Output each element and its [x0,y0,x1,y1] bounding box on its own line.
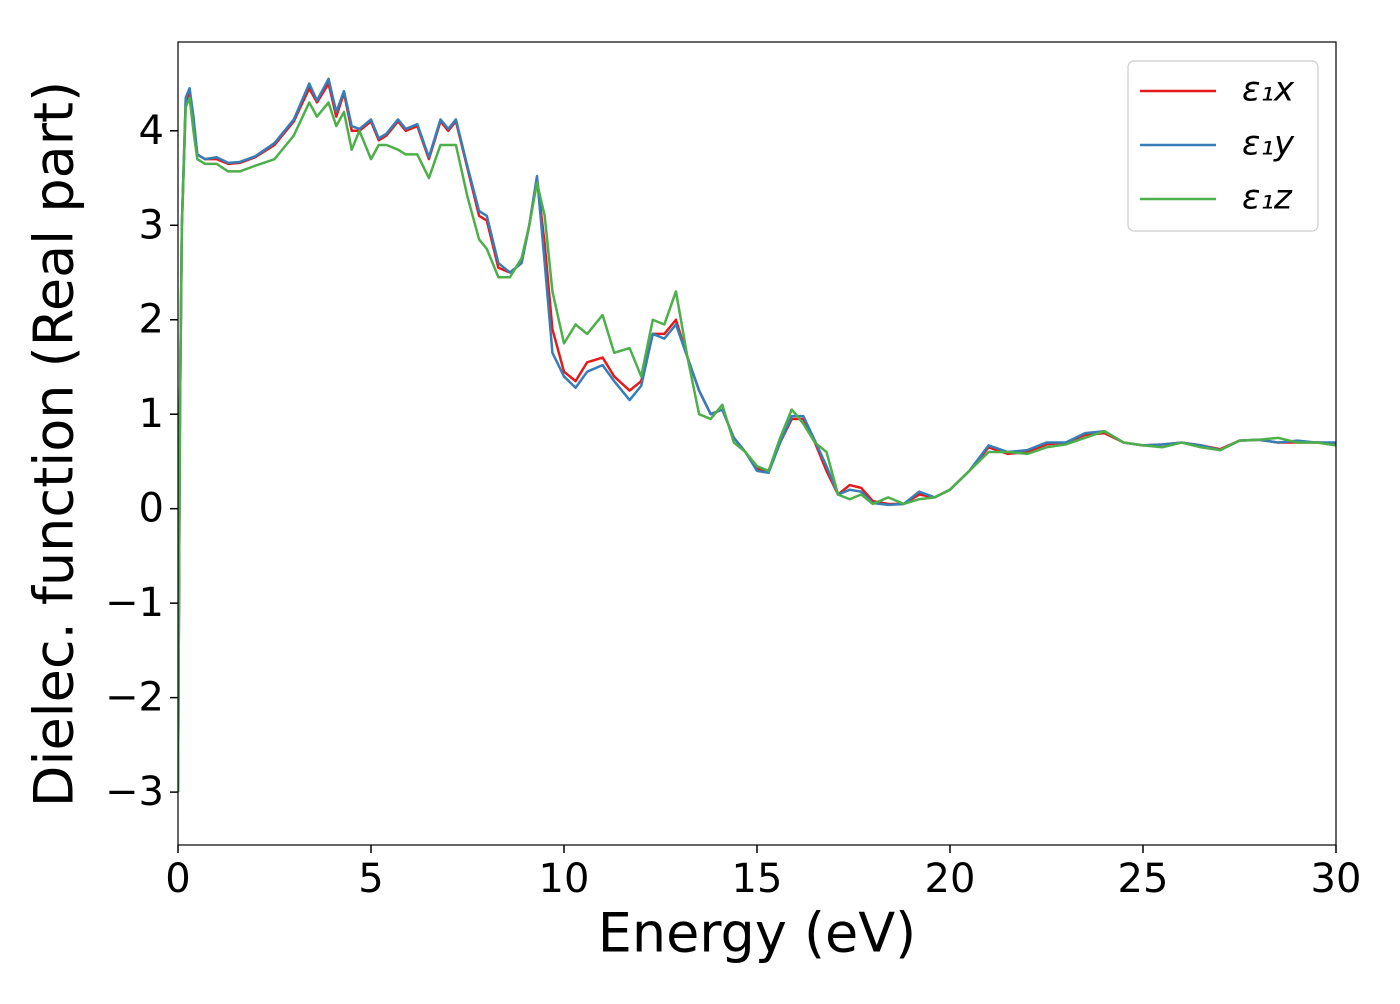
y-tick-label: −3 [105,769,164,815]
y-tick-label: 3 [139,202,164,248]
legend-label: ε₁z [1242,178,1293,218]
plot-area [178,77,1336,793]
legend-label: ε₁y [1242,124,1295,164]
x-tick-label: 0 [165,856,190,902]
data-line [178,82,1336,793]
legend-label: ε₁x [1242,70,1295,110]
y-tick-label: 4 [139,108,164,154]
legend-box [1127,60,1319,232]
data-line [178,77,1336,793]
x-tick-label: 30 [1311,856,1362,902]
x-tick-label: 5 [358,856,383,902]
axes-frame [177,41,1337,846]
y-tick-label: 2 [139,297,164,343]
data-line [178,96,1336,793]
x-tick-label: 20 [925,856,976,902]
y-tick-label: 0 [139,486,164,532]
x-tick-label: 25 [1118,856,1169,902]
x-axis-label: Energy (eV) [598,902,917,965]
x-tick-label: 10 [539,856,590,902]
y-tick-label: 1 [139,391,164,437]
y-tick-label: −2 [105,675,164,721]
x-tick-label: 15 [732,856,783,902]
y-axis-label: Dielec. function (Real part) [23,81,86,807]
y-tick-label: −1 [105,580,164,626]
